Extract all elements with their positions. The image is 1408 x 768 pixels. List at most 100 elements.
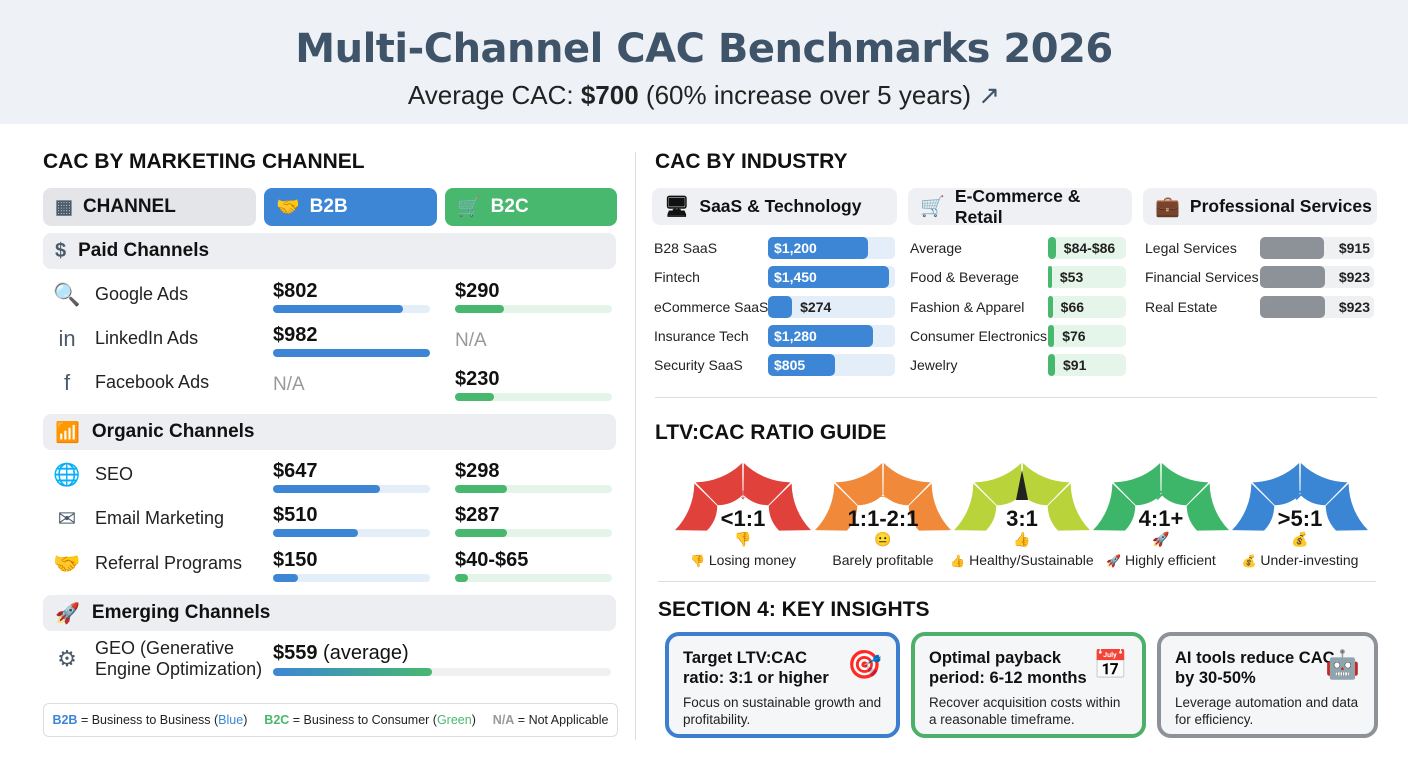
gauge-caption: 👍 Healthy/Sustainable: [934, 552, 1110, 568]
b2b-value: $150: [273, 549, 318, 571]
industry-bar: $923: [1260, 266, 1374, 289]
legend-b2b: B2B = Business to Business (Blue): [52, 713, 247, 727]
industry-header: 💼 Professional Services: [1143, 188, 1377, 225]
b2b-bar-track: [273, 574, 430, 582]
industry-row: Security SaaS $805: [654, 354, 899, 377]
gauge-segment: [954, 483, 997, 531]
channel-group: 🚀 Emerging Channels: [43, 595, 616, 631]
gauge-caption: 👎 Losing money: [655, 552, 831, 568]
bar-fill: [768, 295, 793, 318]
channel-name: GEO (Generative Engine Optimization): [95, 638, 263, 679]
channel-row: 🌐 SEO $647 $298: [50, 456, 616, 496]
caption-text: Under-investing: [1260, 552, 1359, 568]
b2b-bar-track: [273, 529, 430, 537]
insight-title: Target LTV:CAC ratio: 3:1 or higher: [683, 649, 829, 687]
ltv-gauge: ↗ 4:1+ 🚀 🚀 Highly efficient: [1093, 458, 1229, 578]
b2c-value: $230: [455, 368, 500, 390]
industry-value: $915: [1338, 240, 1370, 256]
b2c-bar-track: [455, 574, 612, 582]
bar-track: [273, 668, 611, 676]
gauge-needle: [1016, 470, 1028, 500]
industry-label: E-Commerce & Retail: [954, 185, 1081, 227]
bar-fill: [768, 354, 836, 377]
gauge-segment: [675, 483, 718, 531]
gauge-segment: [743, 463, 791, 506]
divider: [658, 581, 1376, 582]
b2b-value: $510: [273, 504, 318, 526]
b2c-column-header: 🛒 B2C: [445, 188, 617, 226]
industry-name: Insurance Tech: [654, 327, 749, 344]
industry-row: eCommerce SaaS $274: [654, 295, 899, 318]
industry-value: $1,200: [774, 240, 817, 256]
industry-name: B28 SaaS: [654, 240, 718, 256]
bar-fill: [1260, 237, 1324, 259]
b2c-value: $40-$65: [455, 549, 529, 571]
user-cart-icon: 🛒: [457, 197, 481, 218]
b2b-value: $647: [273, 460, 318, 482]
insight-title: Optimal payback period: 6-12 months: [929, 649, 1087, 687]
envelope-icon: ✉: [57, 506, 77, 531]
industry-row: B28 SaaS $1,200: [654, 237, 899, 259]
value: $559 (average): [273, 642, 409, 665]
insight-title: AI tools reduce CAC by 30-50%: [1175, 649, 1335, 687]
industry-bar: $1,280: [768, 324, 895, 347]
status-icon: 🚀: [1152, 531, 1170, 547]
k: B2B: [52, 713, 78, 727]
t: = Not Applicable: [514, 713, 609, 727]
legend: B2B = Business to Business (Blue) B2C = …: [43, 703, 618, 737]
bar-fill: [1048, 354, 1056, 377]
label: CHANNEL: [82, 196, 176, 217]
industry-bar: $805: [768, 354, 895, 377]
channel-group: $ Paid Channels: [43, 233, 616, 269]
gauge-segment: [908, 483, 951, 531]
b2b-column-header: 🤝 B2B: [264, 188, 437, 226]
legend-b2c: B2C = Business to Consumer (Green): [264, 713, 476, 727]
industry-bar: $1,200: [768, 237, 895, 259]
b2b-bar-track: [273, 349, 430, 357]
industry-name: Security SaaS: [654, 357, 743, 374]
gauge-segment: [695, 463, 743, 506]
industry-value: $274: [800, 298, 832, 315]
industry-value: $1,280: [774, 327, 817, 344]
channel-row: ✉ Email Marketing $510 $287: [50, 500, 616, 540]
ltv-gauge: 3:1 👍 👍 Healthy/Sustainable: [950, 458, 1094, 578]
arrow-icon: →: [875, 486, 891, 503]
t: = Business to Business (: [77, 713, 219, 727]
industry-name: eCommerce SaaS: [654, 298, 769, 315]
industry-bar: $53: [1048, 266, 1126, 289]
industry-value: $1,450: [774, 269, 817, 286]
industry-bar: $915: [1260, 237, 1374, 259]
legend-na: N/A = Not Applicable: [493, 713, 609, 727]
monitor-icon: 🖥: [664, 196, 690, 218]
gauge-arc: [675, 463, 811, 531]
ratio-label: 4:1+: [1138, 506, 1184, 531]
b2b-bar-fill: [273, 485, 380, 493]
trend-up-icon: ↗: [978, 80, 1001, 110]
channel-section-title: CAC BY MARKETING CHANNEL: [43, 150, 365, 173]
channel-row: ⚙ GEO (Generative Engine Optimization) $55…: [50, 638, 616, 680]
gauge-segment: [883, 463, 931, 506]
industry-bar: $274: [768, 295, 895, 318]
industry-bar: $923: [1260, 295, 1374, 318]
bar-fill: [1260, 295, 1325, 318]
industry-bar: $84-$86: [1048, 237, 1126, 259]
industry-bar: $76: [1048, 324, 1126, 347]
industry-name: Consumer Electronics: [910, 327, 1047, 344]
ltv-gauge: ↗ >5:1 💰 💰 Under-investing: [1232, 458, 1368, 578]
b2c-bar-fill: [455, 529, 507, 537]
industry-bar: $91: [1048, 354, 1126, 377]
gauge-segment: [1113, 463, 1161, 506]
industry-value: $66: [1060, 298, 1085, 315]
channel-row: 🤝 Referral Programs $150 $40-$65: [50, 545, 616, 585]
gauge-caption: 💰 Under-investing: [1212, 552, 1388, 568]
calendar-dollar-icon: 📅: [1093, 649, 1128, 680]
gauge-caption: 🚀 Highly efficient: [1073, 552, 1249, 568]
p: ): [471, 713, 476, 727]
facebook-icon: f: [63, 370, 71, 395]
ratio-label: >5:1: [1277, 506, 1323, 531]
b2b-value: $802: [273, 280, 318, 302]
caption-text: Highly efficient: [1125, 552, 1216, 568]
industry-value: $923: [1338, 298, 1370, 315]
t: = Business to Consumer (: [289, 713, 437, 727]
channel-name: Facebook Ads: [95, 372, 210, 392]
